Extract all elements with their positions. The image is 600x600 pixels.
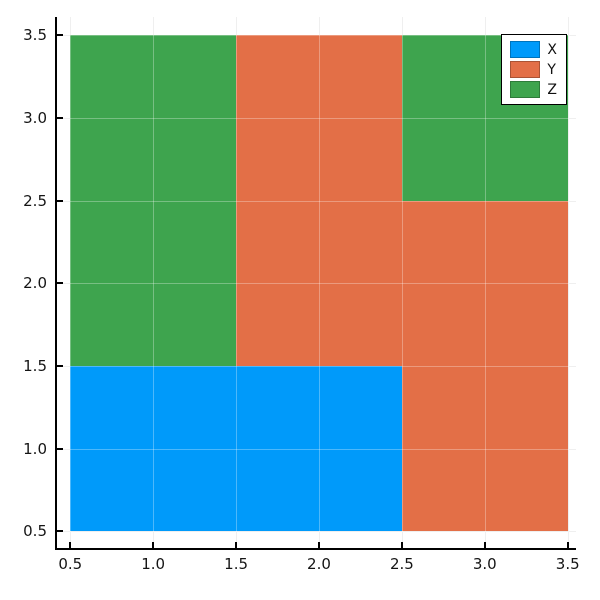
y-tick-label: 0.5: [23, 522, 47, 541]
x-tick-mark: [235, 542, 238, 548]
y-tick-label: 2.5: [23, 191, 47, 210]
gridline: [236, 17, 238, 548]
y-tick-mark: [57, 34, 63, 37]
y-tick-label: 1.5: [23, 357, 47, 376]
x-tick-label: 0.5: [58, 555, 83, 573]
gridline: [57, 200, 576, 202]
x-tick-mark: [566, 542, 569, 548]
legend-label: Z: [547, 81, 557, 98]
gridline: [57, 366, 576, 368]
grid-over-layer: [57, 17, 576, 548]
y-tick-label: 1.0: [23, 439, 47, 458]
x-tick-label: 1.5: [224, 555, 249, 573]
plot-area: 0.5 1.0 1.5 2.0 2.5 3.0 3.5 0.5 1.0 1.5 2.0 2.5 3.0 3…: [23, 17, 580, 573]
heatmap-cell: [236, 366, 402, 532]
x-tick-label: 2.5: [389, 555, 414, 573]
heatmap-cell: [70, 366, 237, 532]
y-tick-mark: [57, 447, 63, 450]
gridline: [70, 17, 72, 548]
gridline: [401, 17, 403, 548]
heatmap-cells-layer: [57, 17, 576, 548]
legend-swatch-x: [510, 41, 541, 58]
legend-entry: X: [510, 41, 557, 58]
gridline: [484, 17, 486, 548]
tick-labels-layer: 0.5 1.0 1.5 2.0 2.5 3.0 3.5 0.5 1.0 1.5 2.0 2.5 3.0 3…: [23, 17, 579, 573]
gridline: [57, 35, 576, 37]
gridline: [57, 531, 576, 533]
y-tick-mark: [57, 282, 63, 285]
gridline: [57, 117, 576, 119]
x-tick-label: 2.0: [307, 555, 331, 573]
legend-swatch-y: [510, 61, 541, 78]
y-tick-label: 3.5: [23, 26, 47, 45]
x-tick-label: 3.5: [555, 555, 580, 573]
legend-label: Y: [547, 61, 556, 78]
legend-label: X: [547, 41, 557, 58]
heatmap-cell: [70, 200, 237, 367]
gridline: [57, 448, 576, 450]
legend: X Y Z: [501, 34, 567, 105]
heatmap-cell: [401, 200, 568, 367]
gridline: [153, 17, 155, 548]
gridline: [57, 531, 576, 533]
gridline: [567, 17, 569, 548]
y-tick-mark: [57, 199, 63, 202]
ticks-layer: [57, 17, 576, 548]
legend-entry: Y: [510, 61, 557, 78]
y-tick-mark: [57, 365, 63, 368]
heatmap-cell: [70, 35, 237, 201]
x-tick-label: 3.0: [472, 555, 497, 573]
x-tick-mark: [69, 542, 72, 548]
y-axis-spine: [55, 17, 57, 550]
heatmap-cell: [401, 366, 568, 532]
x-tick-mark: [483, 542, 486, 548]
legend-swatch-z: [510, 81, 541, 98]
y-tick-label: 3.0: [23, 108, 47, 127]
gridline: [318, 17, 320, 548]
x-tick-mark: [152, 542, 155, 548]
gridline: [567, 17, 569, 548]
heatmap-cell: [236, 200, 402, 367]
x-tick-mark: [400, 542, 403, 548]
gridline: [57, 283, 576, 285]
legend-entry: Z: [510, 81, 557, 98]
y-tick-mark: [57, 530, 63, 533]
x-axis-spine: [55, 548, 576, 550]
y-tick-mark: [57, 116, 63, 119]
x-tick-mark: [317, 542, 320, 548]
x-tick-label: 1.0: [141, 555, 166, 573]
heatmap-cell: [236, 35, 402, 201]
y-tick-label: 2.0: [23, 274, 47, 293]
